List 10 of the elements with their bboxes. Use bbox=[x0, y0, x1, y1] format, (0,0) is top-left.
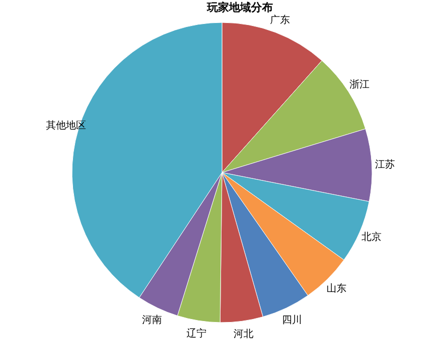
slice-label: 广东 bbox=[270, 14, 290, 26]
slice-label: 山东 bbox=[326, 282, 347, 294]
slice-label: 河南 bbox=[142, 314, 162, 326]
slice-label: 四川 bbox=[282, 314, 302, 326]
slice-label: 浙江 bbox=[349, 78, 370, 91]
slice-label: 江苏 bbox=[374, 158, 395, 170]
slice-label: 辽宁 bbox=[186, 327, 206, 340]
slice-label: 北京 bbox=[362, 231, 382, 244]
chart-title: 玩家地域分布 bbox=[206, 1, 273, 14]
slice-label: 河北 bbox=[233, 328, 254, 340]
